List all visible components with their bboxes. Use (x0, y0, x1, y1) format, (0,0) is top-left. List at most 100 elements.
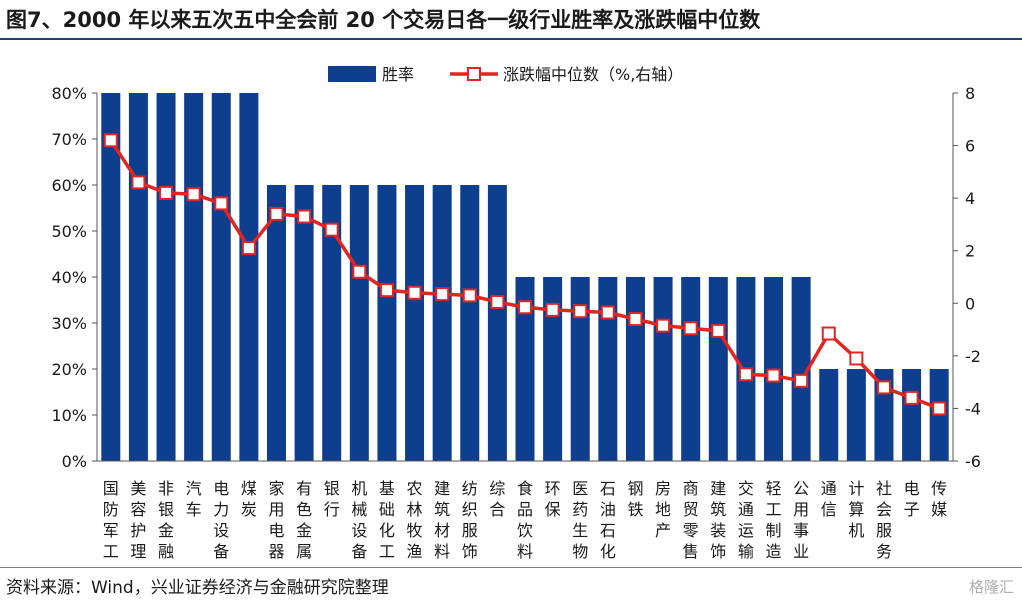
legend-line-label: 涨跌幅中位数（%,右轴） (503, 65, 683, 84)
bar (570, 277, 590, 461)
left-tick-label: 70% (51, 130, 87, 149)
category-label: 计算机 (848, 479, 864, 540)
line-marker (103, 133, 118, 148)
line-marker (490, 294, 505, 309)
line-marker (186, 187, 201, 202)
right-tick-label: 2 (965, 242, 975, 261)
bar (405, 185, 425, 461)
line-marker (407, 285, 422, 300)
bar (211, 93, 231, 461)
bar (184, 93, 204, 461)
category-label: 交通运输 (738, 479, 754, 561)
line-series (103, 133, 947, 416)
bar (846, 369, 866, 461)
bar (377, 185, 397, 461)
line-marker (766, 368, 781, 383)
category-label: 有色金属 (296, 479, 312, 561)
left-tick-label: 20% (51, 360, 87, 379)
line-marker (656, 318, 671, 333)
chart: 胜率 涨跌幅中位数（%,右轴） 0%10%20%30%40%50%60%70%80… (51, 65, 981, 561)
category-label: 石油石化 (600, 479, 616, 561)
right-tick-label: 8 (965, 84, 975, 103)
category-label: 汽车 (186, 479, 202, 519)
category-label: 国防军工 (103, 479, 119, 561)
line-marker (214, 196, 229, 211)
category-label: 非银金融 (158, 479, 174, 561)
right-tick-label: -6 (965, 452, 981, 471)
category-label: 轻工制造 (766, 479, 782, 561)
line-marker (821, 326, 836, 341)
line-marker (683, 321, 698, 336)
bar (515, 277, 535, 461)
bar (681, 277, 701, 461)
bar (625, 277, 645, 461)
right-tick-label: 6 (965, 137, 975, 156)
line-marker (297, 209, 312, 224)
line-marker (573, 304, 588, 319)
line-marker (241, 241, 256, 256)
line-marker (545, 302, 560, 317)
bar (101, 93, 121, 461)
line-marker (159, 185, 174, 200)
chart-title: 图7、2000 年以来五次五中全会前 20 个交易日各一级行业胜率及涨跌幅中位数 (6, 8, 761, 32)
category-label: 机械设备 (351, 479, 367, 561)
line-marker (131, 175, 146, 190)
category-label: 公用事业 (793, 479, 809, 561)
title-rule (0, 38, 1022, 40)
bar (294, 185, 314, 461)
legend: 胜率 涨跌幅中位数（%,右轴） (328, 65, 683, 84)
category-label: 环保 (545, 479, 561, 519)
bar (708, 277, 728, 461)
bar (543, 277, 563, 461)
bar (239, 93, 259, 461)
line-marker (600, 305, 615, 320)
line-marker (738, 367, 753, 382)
source-note: 资料来源：Wind，兴业证券经济与金融研究院整理 (6, 578, 389, 598)
line-marker (628, 312, 643, 327)
line-marker (849, 351, 864, 366)
bar (349, 185, 369, 461)
bar (128, 93, 148, 461)
category-label: 商贸零售 (683, 479, 699, 561)
category-label: 电力设备 (213, 479, 229, 561)
left-tick-label: 0% (62, 452, 87, 471)
line-marker (711, 323, 726, 338)
category-label: 医药生物 (572, 479, 588, 561)
watermark: 格隆汇 (968, 578, 1014, 596)
category-label: 银行 (324, 479, 340, 519)
line-marker (462, 288, 477, 303)
category-label: 农林牧渔 (407, 479, 423, 561)
line-marker (269, 206, 284, 221)
line-marker (932, 401, 947, 416)
category-label: 煤炭 (241, 479, 257, 519)
left-tick-label: 30% (51, 314, 87, 333)
bar (598, 277, 618, 461)
axes: 0% 10% 20% 30% 40% 50% 60% 70% 80% -6 -4 -2 0 2 4 6 8 (51, 84, 981, 471)
bar (487, 185, 507, 461)
bar (156, 93, 176, 461)
line-marker (324, 222, 339, 237)
source-rule (0, 567, 1022, 568)
legend-line-marker (467, 67, 481, 81)
left-tick-label: 60% (51, 176, 87, 195)
category-label: 基础化工 (379, 479, 395, 561)
bar (460, 185, 480, 461)
line-marker (876, 380, 891, 395)
category-label: 建筑材料 (434, 479, 450, 561)
category-label: 家用电器 (268, 479, 284, 561)
bar (791, 277, 811, 461)
category-label: 通信 (821, 479, 837, 519)
category-label: 美容护理 (130, 479, 146, 561)
left-tick-label: 40% (51, 268, 87, 287)
bar (902, 369, 922, 461)
legend-bar-swatch (328, 66, 376, 82)
category-label: 社会服务 (876, 479, 892, 561)
line-marker (518, 300, 532, 315)
category-label: 传媒 (931, 479, 947, 519)
bar (653, 277, 673, 461)
category-label: 建筑装饰 (710, 479, 726, 561)
category-label: 钢铁 (627, 479, 643, 519)
right-tick-label: 0 (965, 294, 975, 313)
bar (819, 369, 839, 461)
bar (322, 185, 342, 461)
